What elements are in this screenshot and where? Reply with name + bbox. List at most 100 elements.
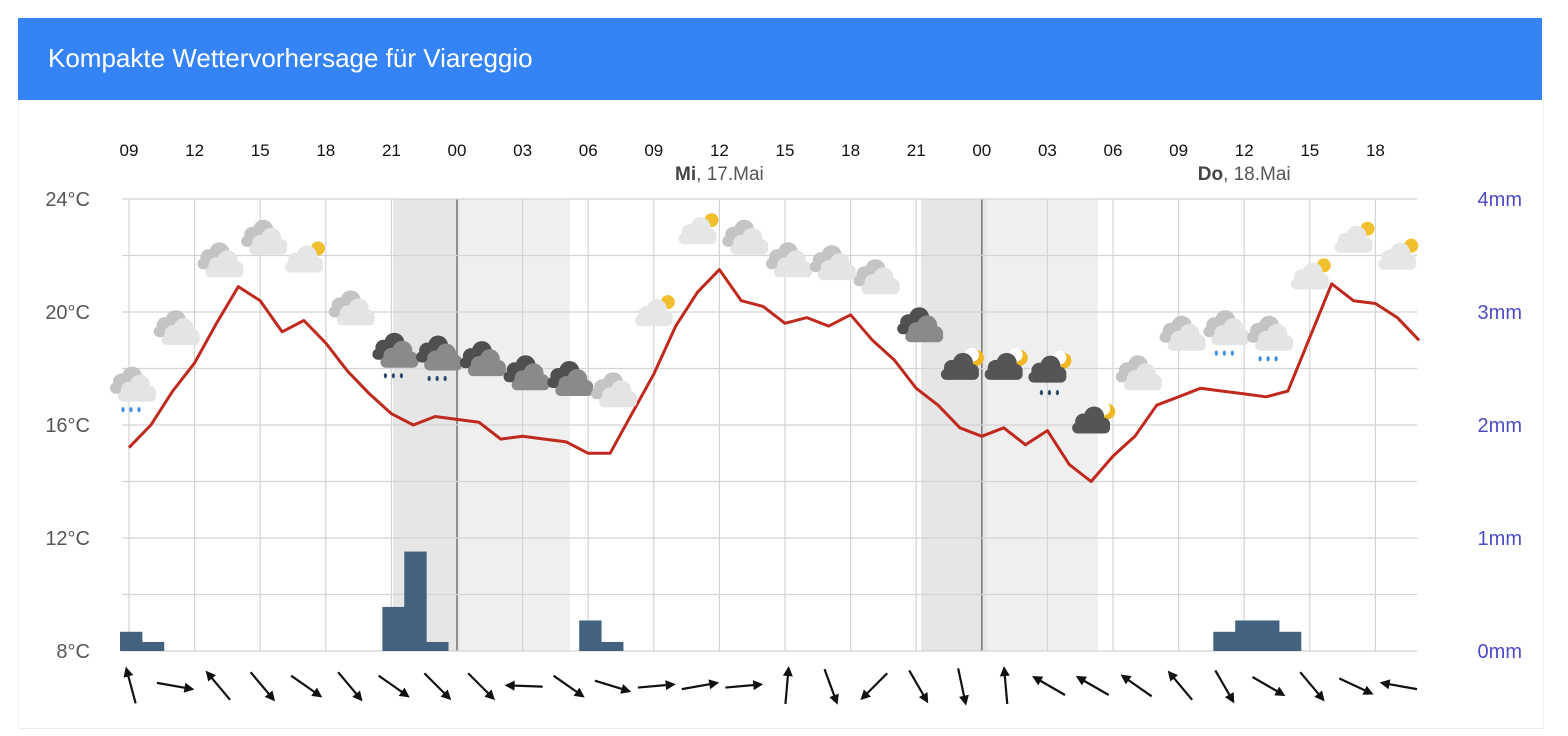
precipitation-bars	[120, 551, 1302, 651]
wind-arrow-icon	[860, 672, 889, 701]
wind-arrow-icon	[290, 674, 323, 698]
rain-night-icon	[1028, 350, 1072, 396]
partly-cloudy-night-icon	[984, 347, 1028, 380]
hour-label: 03	[513, 141, 532, 160]
hour-label: 12	[1235, 141, 1254, 160]
raindrop	[137, 407, 141, 413]
day-date: , 17.Mai	[696, 164, 764, 185]
light-rain-icon	[1203, 310, 1250, 356]
hour-label: 12	[710, 141, 729, 160]
precipitation-bar	[1278, 631, 1302, 651]
day-weekday: Do	[1198, 164, 1223, 185]
raindrop	[1047, 390, 1051, 396]
precipitation-bar	[120, 631, 143, 651]
temperature-line	[127, 268, 1421, 483]
partly-cloudy-day-icon	[634, 295, 675, 327]
precipitation-bar	[1257, 620, 1280, 651]
raindrop	[1039, 390, 1043, 396]
hour-label: 18	[316, 141, 335, 160]
wind-arrow-icon	[504, 680, 543, 691]
wind-arrow-icon	[823, 668, 839, 705]
cloudy-icon	[459, 341, 506, 377]
day-label: Do, 18.Mai	[1198, 164, 1291, 185]
cloudy-icon	[241, 219, 288, 255]
cloudy-icon	[591, 372, 638, 408]
hour-label: 00	[972, 141, 991, 160]
precipitation-tick-label: 3mm	[1478, 302, 1522, 324]
cloudy-icon	[1159, 315, 1206, 351]
raindrop	[129, 407, 133, 413]
partly-cloudy-night-icon	[940, 347, 984, 380]
raindrop	[427, 375, 431, 382]
wind-arrow-icon	[1379, 679, 1418, 691]
wind-arrow-icon	[782, 666, 793, 705]
partly-cloudy-day-icon	[1378, 238, 1419, 270]
cloudy-icon	[503, 355, 550, 391]
light-rain-icon	[1247, 315, 1294, 362]
raindrop	[1055, 390, 1059, 396]
precipitation-bar	[601, 641, 624, 651]
partly-cloudy-day-icon	[1334, 221, 1375, 253]
wind-arrow-icon	[1032, 676, 1066, 696]
raindrop	[1258, 356, 1262, 362]
wind-arrow-icon	[205, 670, 231, 701]
precipitation-tick-label: 4mm	[1478, 189, 1522, 211]
hour-label: 12	[185, 141, 204, 160]
wind-arrows	[123, 666, 1418, 706]
partly-cloudy-day-icon	[284, 241, 325, 273]
precipitation-bar	[1213, 631, 1236, 651]
cloudy-icon	[722, 219, 769, 255]
day-label: Mi, 17.Mai	[675, 164, 764, 185]
day-weekday: Mi	[675, 164, 696, 185]
cloudy-icon	[766, 242, 812, 278]
cloudy-icon	[547, 360, 594, 396]
wind-arrow-icon	[725, 680, 764, 691]
weather-icons	[110, 213, 1419, 434]
precipitation-bar	[141, 641, 165, 651]
hour-label: 06	[1104, 141, 1123, 160]
raindrop	[121, 407, 125, 413]
precipitation-bar	[404, 551, 427, 651]
wind-arrow-icon	[999, 666, 1010, 705]
temperature-line-group	[127, 268, 1421, 483]
light-rain-icon	[110, 366, 156, 413]
hour-label: 09	[1169, 141, 1188, 160]
wind-arrow-icon	[1299, 671, 1325, 702]
wind-arrow-icon	[249, 671, 276, 702]
widget-title: Kompakte Wettervorhersage für Viareggio	[48, 43, 533, 73]
cloudy-icon	[197, 242, 244, 278]
wind-arrow-icon	[337, 671, 363, 702]
temperature-tick-label: 24°C	[45, 189, 90, 211]
wind-arrow-icon	[552, 674, 585, 698]
precipitation-bar	[579, 620, 602, 651]
wind-arrow-icon	[378, 674, 410, 698]
hour-label: 18	[841, 141, 860, 160]
hour-label: 15	[251, 141, 270, 160]
wind-arrow-icon	[1167, 670, 1194, 701]
partly-cloudy-night-icon	[1072, 401, 1116, 434]
rain-icon	[372, 332, 419, 379]
temperature-tick-label: 8°C	[56, 641, 90, 663]
chart-panel	[18, 100, 1544, 729]
hour-label: 09	[644, 141, 663, 160]
precipitation-tick-label: 2mm	[1478, 415, 1522, 437]
wind-arrow-icon	[1120, 674, 1153, 698]
raindrop	[383, 373, 387, 379]
raindrop	[1266, 356, 1270, 362]
rain-icon	[416, 335, 463, 382]
chart-grid	[122, 198, 1418, 652]
raindrop	[443, 375, 447, 382]
day-labels: Mi, 17.Mai Do, 18.Mai	[675, 164, 1291, 185]
hour-label: 03	[1038, 141, 1057, 160]
cloudy-icon	[853, 259, 900, 295]
hour-label: 21	[382, 141, 401, 160]
temperature-axis: 24°C 20°C 16°C 12°C 8°C	[45, 189, 90, 663]
cloudy-icon	[153, 310, 200, 346]
raindrop	[435, 375, 439, 382]
hour-label: 15	[776, 141, 795, 160]
widget-header: Kompakte Wettervorhersage für Viareggio	[18, 18, 1542, 100]
raindrop	[391, 373, 395, 379]
precipitation-tick-label: 1mm	[1478, 528, 1522, 550]
